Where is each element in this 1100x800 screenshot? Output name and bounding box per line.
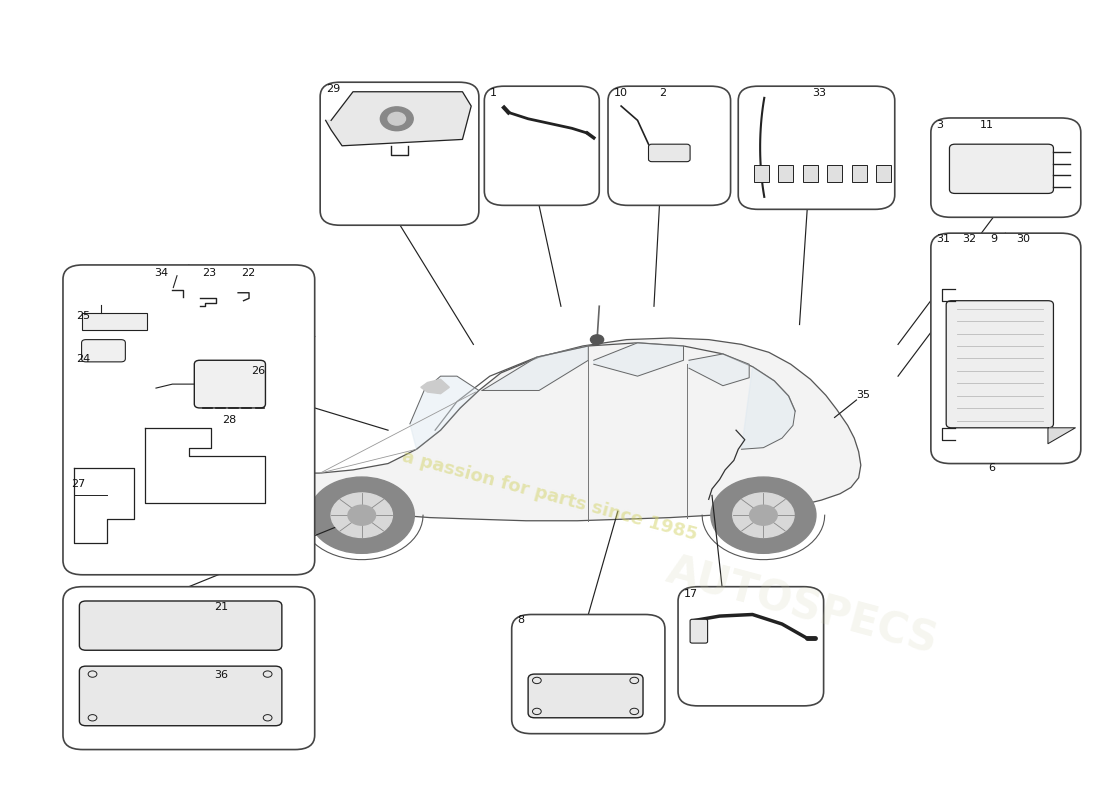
FancyBboxPatch shape xyxy=(484,86,600,206)
FancyBboxPatch shape xyxy=(528,674,644,718)
Text: 11: 11 xyxy=(980,120,994,130)
Text: 27: 27 xyxy=(70,479,85,489)
FancyBboxPatch shape xyxy=(608,86,730,206)
Text: 34: 34 xyxy=(154,269,168,278)
FancyBboxPatch shape xyxy=(81,340,125,362)
Text: 28: 28 xyxy=(222,415,235,426)
Polygon shape xyxy=(594,342,683,376)
Bar xyxy=(778,165,793,182)
FancyBboxPatch shape xyxy=(195,360,265,408)
Polygon shape xyxy=(238,338,861,521)
FancyBboxPatch shape xyxy=(931,233,1081,463)
Polygon shape xyxy=(421,379,449,394)
Text: 24: 24 xyxy=(76,354,90,364)
Polygon shape xyxy=(741,366,795,450)
Text: 1: 1 xyxy=(490,88,497,98)
Polygon shape xyxy=(1048,428,1076,444)
Polygon shape xyxy=(326,92,471,146)
Circle shape xyxy=(331,493,393,538)
Text: 22: 22 xyxy=(241,269,255,278)
FancyBboxPatch shape xyxy=(79,601,282,650)
Text: AUTOSPECS: AUTOSPECS xyxy=(661,550,942,663)
FancyBboxPatch shape xyxy=(79,666,282,726)
Text: 26: 26 xyxy=(251,366,265,376)
Polygon shape xyxy=(482,346,588,390)
Bar xyxy=(754,165,769,182)
Bar xyxy=(803,165,818,182)
FancyBboxPatch shape xyxy=(320,82,478,226)
Text: 36: 36 xyxy=(214,670,228,680)
Circle shape xyxy=(348,505,375,526)
Text: 30: 30 xyxy=(1016,234,1031,244)
FancyBboxPatch shape xyxy=(512,614,664,734)
Text: 29: 29 xyxy=(326,84,340,94)
Circle shape xyxy=(733,493,794,538)
Circle shape xyxy=(591,335,604,344)
Circle shape xyxy=(381,107,414,130)
Circle shape xyxy=(388,113,406,125)
Bar xyxy=(876,165,891,182)
FancyBboxPatch shape xyxy=(63,586,315,750)
Text: 10: 10 xyxy=(614,88,627,98)
FancyBboxPatch shape xyxy=(946,301,1054,428)
Circle shape xyxy=(309,477,415,554)
Text: 6: 6 xyxy=(988,463,994,473)
Text: 2: 2 xyxy=(659,88,667,98)
Text: 32: 32 xyxy=(962,234,977,244)
FancyBboxPatch shape xyxy=(949,144,1054,194)
Circle shape xyxy=(749,505,778,526)
Text: 33: 33 xyxy=(813,88,827,98)
Polygon shape xyxy=(410,376,478,450)
Polygon shape xyxy=(689,354,749,386)
Text: 23: 23 xyxy=(202,269,216,278)
FancyBboxPatch shape xyxy=(678,586,824,706)
FancyBboxPatch shape xyxy=(649,144,690,162)
Text: 25: 25 xyxy=(76,310,90,321)
Text: 9: 9 xyxy=(990,234,997,244)
Text: 21: 21 xyxy=(214,602,228,612)
FancyBboxPatch shape xyxy=(931,118,1081,218)
Bar xyxy=(851,165,867,182)
Text: 17: 17 xyxy=(683,589,697,598)
Text: 8: 8 xyxy=(517,615,525,625)
FancyBboxPatch shape xyxy=(738,86,894,210)
Text: a passion for parts since 1985: a passion for parts since 1985 xyxy=(400,447,700,543)
Text: 31: 31 xyxy=(936,234,950,244)
Bar xyxy=(81,313,147,330)
FancyBboxPatch shape xyxy=(690,619,707,643)
Bar xyxy=(827,165,843,182)
FancyBboxPatch shape xyxy=(63,265,315,574)
Circle shape xyxy=(711,477,816,554)
Text: 3: 3 xyxy=(936,120,944,130)
Text: 35: 35 xyxy=(857,390,870,400)
